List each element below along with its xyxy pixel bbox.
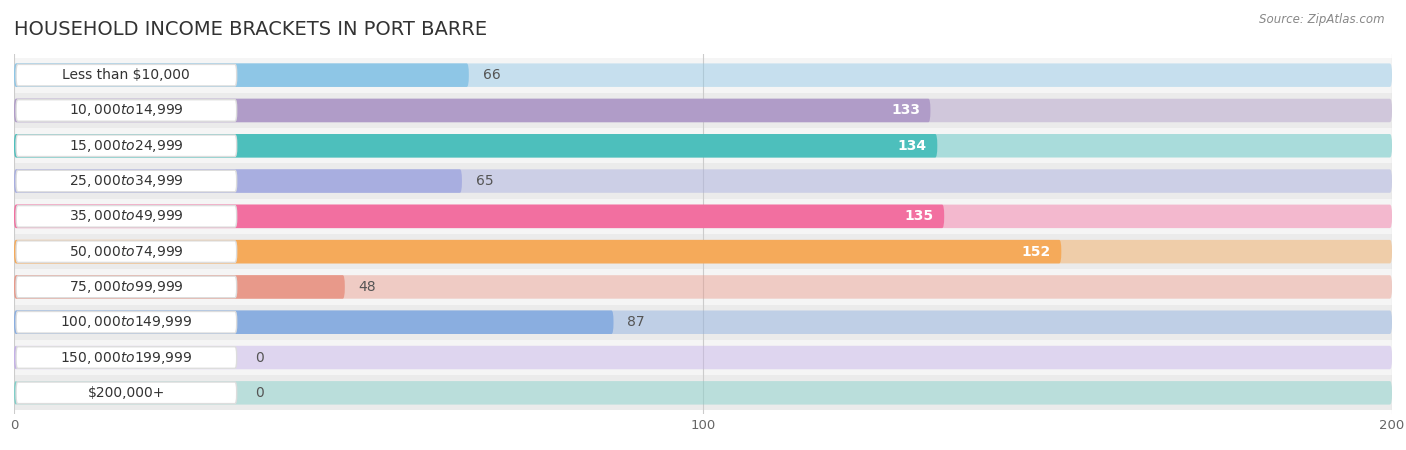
FancyBboxPatch shape	[14, 163, 1392, 199]
FancyBboxPatch shape	[14, 63, 1392, 87]
Text: 0: 0	[256, 386, 264, 400]
FancyBboxPatch shape	[14, 381, 1392, 405]
FancyBboxPatch shape	[14, 275, 1392, 299]
Text: $200,000+: $200,000+	[87, 386, 165, 400]
FancyBboxPatch shape	[15, 347, 236, 368]
FancyBboxPatch shape	[15, 135, 236, 157]
FancyBboxPatch shape	[14, 63, 468, 87]
Text: 133: 133	[891, 104, 920, 117]
Text: $25,000 to $34,999: $25,000 to $34,999	[69, 173, 184, 189]
FancyBboxPatch shape	[14, 99, 931, 122]
FancyBboxPatch shape	[14, 305, 1392, 340]
FancyBboxPatch shape	[14, 205, 945, 228]
FancyBboxPatch shape	[14, 93, 1392, 128]
FancyBboxPatch shape	[15, 170, 236, 192]
Text: 66: 66	[482, 68, 501, 82]
FancyBboxPatch shape	[14, 240, 1062, 263]
FancyBboxPatch shape	[14, 99, 1392, 122]
Text: 135: 135	[904, 209, 934, 223]
FancyBboxPatch shape	[14, 310, 613, 334]
Text: HOUSEHOLD INCOME BRACKETS IN PORT BARRE: HOUSEHOLD INCOME BRACKETS IN PORT BARRE	[14, 19, 488, 39]
FancyBboxPatch shape	[14, 310, 1392, 334]
FancyBboxPatch shape	[15, 206, 236, 227]
Text: $75,000 to $99,999: $75,000 to $99,999	[69, 279, 184, 295]
FancyBboxPatch shape	[14, 205, 1392, 228]
FancyBboxPatch shape	[15, 382, 236, 404]
FancyBboxPatch shape	[14, 128, 1392, 163]
FancyBboxPatch shape	[14, 381, 17, 405]
FancyBboxPatch shape	[14, 346, 1392, 369]
FancyBboxPatch shape	[14, 269, 1392, 305]
FancyBboxPatch shape	[15, 241, 236, 262]
FancyBboxPatch shape	[14, 240, 1392, 263]
FancyBboxPatch shape	[15, 276, 236, 298]
FancyBboxPatch shape	[14, 346, 17, 369]
FancyBboxPatch shape	[14, 134, 1392, 158]
Text: 48: 48	[359, 280, 377, 294]
FancyBboxPatch shape	[14, 169, 1392, 193]
FancyBboxPatch shape	[14, 375, 1392, 410]
FancyBboxPatch shape	[15, 311, 236, 333]
Text: 65: 65	[475, 174, 494, 188]
FancyBboxPatch shape	[14, 340, 1392, 375]
FancyBboxPatch shape	[14, 275, 344, 299]
Text: $10,000 to $14,999: $10,000 to $14,999	[69, 103, 184, 118]
Text: $35,000 to $49,999: $35,000 to $49,999	[69, 208, 184, 225]
FancyBboxPatch shape	[14, 199, 1392, 234]
FancyBboxPatch shape	[14, 58, 1392, 93]
FancyBboxPatch shape	[14, 234, 1392, 269]
Text: 0: 0	[256, 351, 264, 364]
Text: $50,000 to $74,999: $50,000 to $74,999	[69, 243, 184, 260]
Text: $150,000 to $199,999: $150,000 to $199,999	[60, 350, 193, 365]
FancyBboxPatch shape	[15, 64, 236, 86]
Text: $100,000 to $149,999: $100,000 to $149,999	[60, 314, 193, 330]
Text: Source: ZipAtlas.com: Source: ZipAtlas.com	[1260, 14, 1385, 27]
Text: Less than $10,000: Less than $10,000	[62, 68, 190, 82]
Text: $15,000 to $24,999: $15,000 to $24,999	[69, 138, 184, 154]
Text: 134: 134	[898, 139, 927, 153]
FancyBboxPatch shape	[15, 100, 236, 121]
Text: 152: 152	[1022, 245, 1050, 259]
FancyBboxPatch shape	[14, 134, 938, 158]
Text: 87: 87	[627, 315, 645, 329]
FancyBboxPatch shape	[14, 169, 463, 193]
